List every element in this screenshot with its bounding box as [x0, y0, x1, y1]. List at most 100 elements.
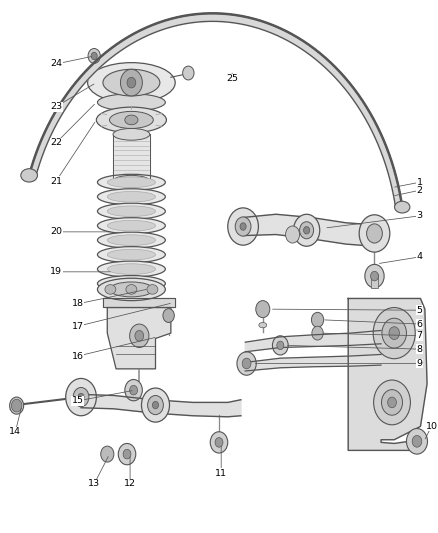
- Circle shape: [365, 264, 384, 288]
- Circle shape: [127, 77, 136, 88]
- Ellipse shape: [96, 107, 166, 133]
- Ellipse shape: [107, 235, 155, 246]
- Circle shape: [66, 378, 96, 416]
- Circle shape: [277, 341, 284, 350]
- Text: 4: 4: [417, 253, 423, 261]
- Circle shape: [389, 327, 399, 340]
- Text: 14: 14: [9, 427, 21, 436]
- Circle shape: [120, 69, 142, 96]
- Ellipse shape: [107, 249, 155, 260]
- Ellipse shape: [97, 247, 166, 263]
- Ellipse shape: [10, 397, 24, 414]
- Circle shape: [304, 227, 310, 234]
- Text: 8: 8: [417, 345, 423, 353]
- Text: 17: 17: [72, 322, 84, 330]
- Circle shape: [183, 66, 194, 80]
- Text: 7: 7: [417, 332, 423, 340]
- Ellipse shape: [88, 63, 175, 102]
- Circle shape: [163, 309, 174, 322]
- Polygon shape: [81, 394, 241, 417]
- Circle shape: [235, 217, 251, 236]
- Text: 21: 21: [50, 177, 62, 185]
- Text: 22: 22: [50, 139, 62, 147]
- Text: 18: 18: [72, 300, 84, 308]
- Text: 16: 16: [72, 352, 84, 360]
- Text: 1: 1: [417, 178, 423, 187]
- Ellipse shape: [97, 232, 166, 248]
- Circle shape: [91, 52, 97, 60]
- Ellipse shape: [107, 278, 155, 289]
- Ellipse shape: [125, 115, 138, 125]
- Circle shape: [228, 208, 258, 245]
- Circle shape: [381, 390, 403, 415]
- Text: 5: 5: [417, 306, 423, 314]
- Ellipse shape: [107, 206, 155, 216]
- Text: 13: 13: [88, 480, 100, 488]
- Circle shape: [73, 387, 89, 407]
- Text: 10: 10: [425, 422, 438, 431]
- Ellipse shape: [97, 261, 166, 277]
- Polygon shape: [245, 330, 381, 352]
- Polygon shape: [348, 298, 427, 450]
- Ellipse shape: [259, 322, 267, 328]
- Polygon shape: [245, 354, 381, 371]
- Circle shape: [101, 446, 114, 462]
- Text: 19: 19: [50, 268, 62, 276]
- Circle shape: [272, 336, 288, 355]
- Circle shape: [300, 222, 314, 239]
- Circle shape: [374, 380, 410, 425]
- Circle shape: [373, 308, 415, 359]
- Circle shape: [152, 401, 159, 409]
- Ellipse shape: [21, 169, 38, 182]
- Circle shape: [382, 318, 406, 348]
- Circle shape: [371, 271, 378, 281]
- Ellipse shape: [107, 177, 155, 188]
- Circle shape: [125, 379, 142, 401]
- Ellipse shape: [107, 220, 155, 231]
- Circle shape: [286, 226, 300, 243]
- Ellipse shape: [395, 201, 410, 213]
- Text: 24: 24: [50, 60, 62, 68]
- Circle shape: [388, 397, 396, 408]
- Circle shape: [123, 449, 131, 459]
- Circle shape: [148, 395, 163, 415]
- Circle shape: [88, 49, 100, 63]
- Polygon shape: [107, 308, 171, 369]
- Circle shape: [406, 429, 427, 454]
- Circle shape: [78, 393, 84, 401]
- Ellipse shape: [97, 217, 166, 233]
- Circle shape: [256, 301, 270, 318]
- Text: 15: 15: [72, 397, 84, 405]
- Ellipse shape: [110, 282, 153, 297]
- Circle shape: [359, 215, 390, 252]
- Circle shape: [237, 352, 256, 375]
- Circle shape: [11, 399, 22, 412]
- Circle shape: [293, 214, 320, 246]
- Circle shape: [311, 312, 324, 327]
- Ellipse shape: [97, 203, 166, 219]
- Ellipse shape: [97, 94, 166, 111]
- Circle shape: [130, 324, 149, 348]
- Ellipse shape: [103, 69, 160, 96]
- Polygon shape: [243, 214, 374, 246]
- Polygon shape: [103, 298, 175, 307]
- Circle shape: [210, 432, 228, 453]
- Circle shape: [240, 223, 246, 230]
- Polygon shape: [113, 134, 150, 181]
- Circle shape: [242, 358, 251, 369]
- Text: 20: 20: [50, 228, 62, 236]
- Circle shape: [130, 385, 138, 395]
- Circle shape: [135, 330, 144, 341]
- Circle shape: [215, 438, 223, 447]
- Text: 9: 9: [417, 359, 423, 368]
- Ellipse shape: [97, 276, 166, 292]
- Ellipse shape: [147, 285, 158, 294]
- Ellipse shape: [97, 189, 166, 205]
- Circle shape: [312, 326, 323, 340]
- Text: 11: 11: [215, 469, 227, 478]
- Bar: [371, 274, 378, 288]
- Circle shape: [118, 443, 136, 465]
- Polygon shape: [29, 13, 402, 208]
- Circle shape: [367, 224, 382, 243]
- Ellipse shape: [97, 278, 166, 301]
